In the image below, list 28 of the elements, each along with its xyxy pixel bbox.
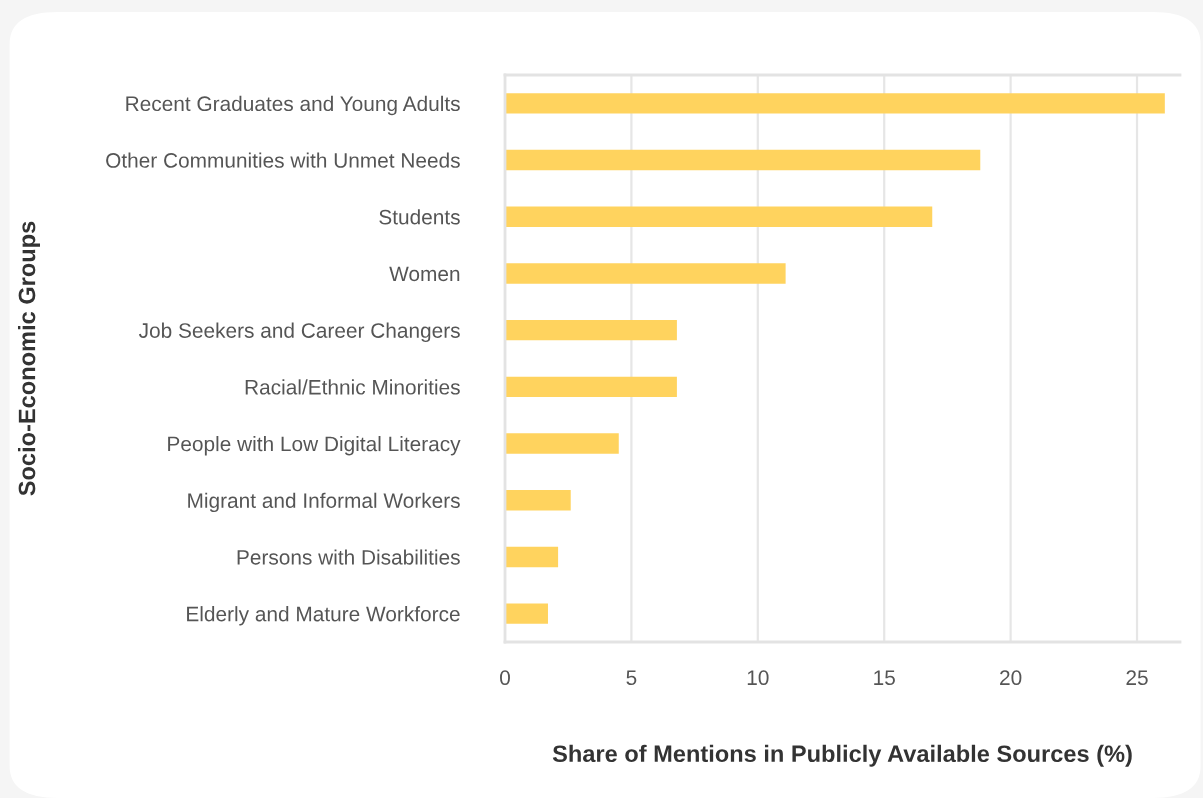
y-tick-label: Students xyxy=(379,209,460,225)
bar xyxy=(505,546,559,568)
x-axis-title: Share of Mentions in Publicly Available Sources (%) xyxy=(552,744,1132,767)
bar xyxy=(505,490,571,511)
y-axis-title: Socio-Economic Groups xyxy=(17,221,40,496)
x-tick-label: 20 xyxy=(1000,670,1022,686)
y-tick-label: Women xyxy=(389,266,460,282)
y-tick-label: Other Communities with Unmet Needs xyxy=(106,152,460,168)
bar xyxy=(505,433,619,454)
bar xyxy=(505,149,981,171)
bar xyxy=(505,93,1165,114)
y-tick-label: Migrant and Informal Workers xyxy=(188,492,460,513)
y-tick-label: Job Seekers and Career Changers xyxy=(138,322,460,343)
y-tick-label: Recent Graduates and Young Adults xyxy=(126,95,460,116)
x-tick-label: 0 xyxy=(500,670,510,686)
bar xyxy=(505,376,677,398)
y-tick-label: Persons with Disabilities xyxy=(237,549,460,565)
y-tick-label: People with Low Digital Literacy xyxy=(168,436,461,456)
bar xyxy=(505,319,677,341)
y-tick-label: Elderly and Mature Workforce xyxy=(187,606,460,626)
bar xyxy=(505,263,786,284)
bar xyxy=(505,206,933,227)
x-tick-label: 10 xyxy=(747,670,769,686)
y-tick-label: Racial/Ethnic Minorities xyxy=(245,379,460,395)
x-tick-label: 25 xyxy=(1126,670,1148,686)
x-tick-label: 5 xyxy=(626,670,637,686)
x-tick-label: 15 xyxy=(874,670,895,686)
bar xyxy=(505,603,548,624)
